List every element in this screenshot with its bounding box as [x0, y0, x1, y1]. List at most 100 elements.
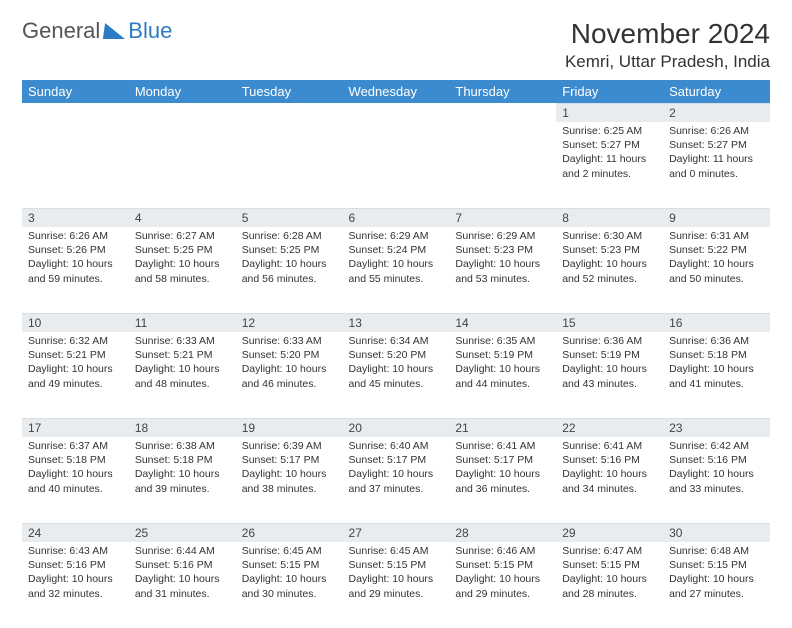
sunrise-text: Sunrise: 6:41 AM — [455, 439, 550, 453]
day-cell — [449, 122, 556, 208]
month-title: November 2024 — [565, 18, 770, 50]
sunset-text: Sunset: 5:22 PM — [669, 243, 764, 257]
day-number-cell: 11 — [129, 313, 236, 332]
sunset-text: Sunset: 5:24 PM — [349, 243, 444, 257]
day-number-cell: 14 — [449, 313, 556, 332]
daylight-text: Daylight: 10 hours and 33 minutes. — [669, 467, 764, 495]
sunrise-text: Sunrise: 6:32 AM — [28, 334, 123, 348]
day-cell: Sunrise: 6:27 AMSunset: 5:25 PMDaylight:… — [129, 227, 236, 313]
weekday-header: Saturday — [663, 80, 770, 103]
brand-triangle-icon — [103, 23, 127, 39]
day-cell: Sunrise: 6:41 AMSunset: 5:17 PMDaylight:… — [449, 437, 556, 523]
day-cell: Sunrise: 6:37 AMSunset: 5:18 PMDaylight:… — [22, 437, 129, 523]
sunrise-text: Sunrise: 6:26 AM — [28, 229, 123, 243]
day-cell: Sunrise: 6:36 AMSunset: 5:19 PMDaylight:… — [556, 332, 663, 418]
day-number-row: 24252627282930 — [22, 523, 770, 542]
sunset-text: Sunset: 5:16 PM — [28, 558, 123, 572]
day-cell: Sunrise: 6:42 AMSunset: 5:16 PMDaylight:… — [663, 437, 770, 523]
sunrise-text: Sunrise: 6:39 AM — [242, 439, 337, 453]
day-number: 6 — [343, 208, 450, 227]
day-number-cell: 25 — [129, 523, 236, 542]
sunrise-text: Sunrise: 6:38 AM — [135, 439, 230, 453]
day-number: 5 — [236, 208, 343, 227]
day-cell: Sunrise: 6:36 AMSunset: 5:18 PMDaylight:… — [663, 332, 770, 418]
day-number: 27 — [343, 523, 450, 542]
sunset-text: Sunset: 5:17 PM — [242, 453, 337, 467]
daylight-text: Daylight: 10 hours and 29 minutes. — [349, 572, 444, 600]
day-cell: Sunrise: 6:46 AMSunset: 5:15 PMDaylight:… — [449, 542, 556, 628]
day-body: Sunrise: 6:29 AMSunset: 5:23 PMDaylight:… — [449, 227, 556, 292]
sunrise-text: Sunrise: 6:30 AM — [562, 229, 657, 243]
sunset-text: Sunset: 5:15 PM — [242, 558, 337, 572]
day-body: Sunrise: 6:37 AMSunset: 5:18 PMDaylight:… — [22, 437, 129, 502]
day-cell: Sunrise: 6:26 AMSunset: 5:27 PMDaylight:… — [663, 122, 770, 208]
sunrise-text: Sunrise: 6:43 AM — [28, 544, 123, 558]
day-number: 29 — [556, 523, 663, 542]
day-cell: Sunrise: 6:40 AMSunset: 5:17 PMDaylight:… — [343, 437, 450, 523]
day-number: 22 — [556, 418, 663, 437]
sunrise-text: Sunrise: 6:25 AM — [562, 124, 657, 138]
sunrise-text: Sunrise: 6:29 AM — [455, 229, 550, 243]
calendar-table: Sunday Monday Tuesday Wednesday Thursday… — [22, 80, 770, 628]
day-number-cell: 7 — [449, 208, 556, 227]
day-number-cell: 6 — [343, 208, 450, 227]
sunrise-text: Sunrise: 6:27 AM — [135, 229, 230, 243]
day-cell: Sunrise: 6:29 AMSunset: 5:24 PMDaylight:… — [343, 227, 450, 313]
day-cell: Sunrise: 6:43 AMSunset: 5:16 PMDaylight:… — [22, 542, 129, 628]
daylight-text: Daylight: 10 hours and 36 minutes. — [455, 467, 550, 495]
day-body: Sunrise: 6:46 AMSunset: 5:15 PMDaylight:… — [449, 542, 556, 607]
day-number: 8 — [556, 208, 663, 227]
sunset-text: Sunset: 5:26 PM — [28, 243, 123, 257]
daylight-text: Daylight: 10 hours and 45 minutes. — [349, 362, 444, 390]
day-cell: Sunrise: 6:32 AMSunset: 5:21 PMDaylight:… — [22, 332, 129, 418]
sunrise-text: Sunrise: 6:29 AM — [349, 229, 444, 243]
sunset-text: Sunset: 5:25 PM — [242, 243, 337, 257]
daylight-text: Daylight: 11 hours and 2 minutes. — [562, 152, 657, 180]
day-body: Sunrise: 6:31 AMSunset: 5:22 PMDaylight:… — [663, 227, 770, 292]
day-number-cell: 1 — [556, 103, 663, 122]
daylight-text: Daylight: 10 hours and 34 minutes. — [562, 467, 657, 495]
daylight-text: Daylight: 10 hours and 28 minutes. — [562, 572, 657, 600]
daylight-text: Daylight: 10 hours and 37 minutes. — [349, 467, 444, 495]
day-body: Sunrise: 6:33 AMSunset: 5:21 PMDaylight:… — [129, 332, 236, 397]
brand-name-2: Blue — [128, 18, 172, 44]
day-number: 24 — [22, 523, 129, 542]
title-block: November 2024 Kemri, Uttar Pradesh, Indi… — [565, 18, 770, 72]
day-number-cell: 4 — [129, 208, 236, 227]
day-number-cell — [22, 103, 129, 122]
daylight-text: Daylight: 10 hours and 27 minutes. — [669, 572, 764, 600]
weekday-header: Tuesday — [236, 80, 343, 103]
sunrise-text: Sunrise: 6:33 AM — [242, 334, 337, 348]
week-row: Sunrise: 6:26 AMSunset: 5:26 PM Daylight:… — [22, 227, 770, 313]
daylight-text: Daylight: 10 hours and 52 minutes. — [562, 257, 657, 285]
day-body: Sunrise: 6:47 AMSunset: 5:15 PMDaylight:… — [556, 542, 663, 607]
sunset-text: Sunset: 5:23 PM — [455, 243, 550, 257]
sunset-text: Sunset: 5:27 PM — [562, 138, 657, 152]
day-cell — [129, 122, 236, 208]
sunrise-text: Sunrise: 6:42 AM — [669, 439, 764, 453]
day-body: Sunrise: 6:42 AMSunset: 5:16 PMDaylight:… — [663, 437, 770, 502]
day-body: Sunrise: 6:45 AMSunset: 5:15 PMDaylight:… — [236, 542, 343, 607]
day-number-row: 3456789 — [22, 208, 770, 227]
page-header: General Blue November 2024 Kemri, Uttar … — [22, 18, 770, 72]
sunrise-text: Sunrise: 6:33 AM — [135, 334, 230, 348]
day-number-cell: 27 — [343, 523, 450, 542]
day-cell — [236, 122, 343, 208]
day-number: 28 — [449, 523, 556, 542]
day-number-cell: 10 — [22, 313, 129, 332]
day-body: Sunrise: 6:30 AMSunset: 5:23 PMDaylight:… — [556, 227, 663, 292]
day-number: 20 — [343, 418, 450, 437]
sunset-text: Sunset: 5:18 PM — [135, 453, 230, 467]
weekday-header: Monday — [129, 80, 236, 103]
day-number-cell: 30 — [663, 523, 770, 542]
calendar-body: 12Sunrise: 6:25 AMSunset: 5:27 PMDayligh… — [22, 103, 770, 628]
daylight-text: Daylight: 10 hours and 38 minutes. — [242, 467, 337, 495]
day-number: 1 — [556, 103, 663, 122]
day-number: 21 — [449, 418, 556, 437]
day-number-cell: 15 — [556, 313, 663, 332]
day-number: 10 — [22, 313, 129, 332]
weekday-header: Thursday — [449, 80, 556, 103]
daylight-text: Daylight: 10 hours and 41 minutes. — [669, 362, 764, 390]
daylight-text: Daylight: 11 hours and 0 minutes. — [669, 152, 764, 180]
week-row: Sunrise: 6:25 AMSunset: 5:27 PMDaylight:… — [22, 122, 770, 208]
